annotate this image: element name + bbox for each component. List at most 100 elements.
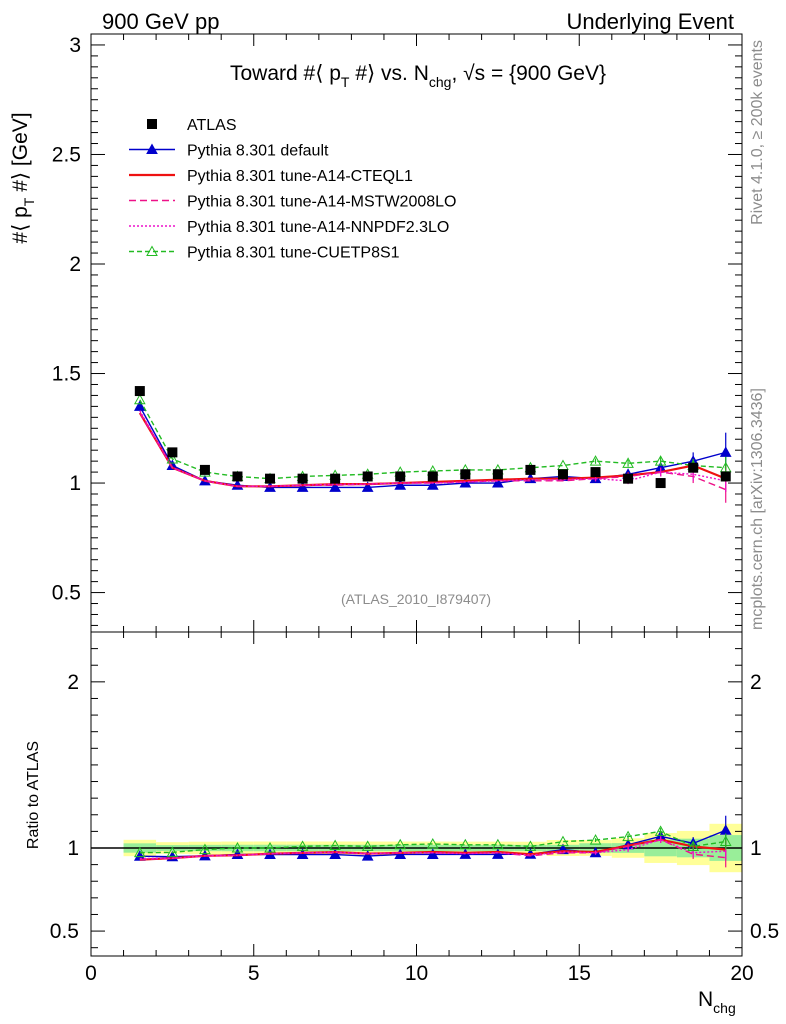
- ratio-point: [557, 835, 569, 847]
- ratio-point: [133, 850, 146, 861]
- legend-marker-4: [146, 245, 158, 256]
- ratio-panel: [91, 815, 742, 873]
- y-tick-label: 1.5: [52, 363, 81, 386]
- y-tick-label: 3: [69, 34, 81, 57]
- mcplots-label: mcplots.cern.ch [arXiv:1306.3436]: [749, 388, 766, 630]
- data-point: [330, 473, 341, 484]
- data-point: [688, 462, 699, 473]
- data-point: [199, 464, 210, 475]
- y-tick-label: 2.5: [52, 143, 81, 166]
- legend-label-3: Pythia 8.301 tune-A14-NNPDF2.3LO: [187, 219, 449, 236]
- y-axis-label: #⟨ pT #⟩ [GeV]: [9, 112, 37, 243]
- data-point: [492, 469, 503, 480]
- xlabel-part-a: N: [698, 988, 713, 1011]
- header-right: Underlying Event: [566, 9, 734, 34]
- series-point: [622, 457, 634, 468]
- series-point: [361, 481, 374, 492]
- ratio-tick-label-left: 2: [67, 671, 79, 694]
- rivet-label: Rivet 4.1.0, ≥ 200k events: [749, 40, 766, 225]
- data-point: [395, 471, 406, 482]
- ratio-tick-label-right: 2: [750, 671, 762, 694]
- ratio-point: [622, 830, 634, 842]
- ratio-point: [426, 837, 439, 849]
- title-part-d: chg: [429, 74, 452, 90]
- series-point: [426, 479, 439, 490]
- y-tick-label: 0.5: [52, 582, 81, 605]
- header-left: 900 GeV pp: [102, 9, 219, 34]
- data-point: [557, 469, 568, 480]
- ratio-point: [329, 848, 341, 860]
- series-point: [589, 455, 602, 466]
- ratio-tick-label-left: 0.5: [50, 920, 79, 943]
- series-point: [654, 455, 667, 466]
- y-tick-label: 2: [69, 253, 81, 276]
- ratio-point: [361, 840, 374, 851]
- x-tick-label: 0: [85, 962, 97, 985]
- series-point: [166, 452, 179, 464]
- ratio-tick-label-right: 0.5: [750, 920, 779, 943]
- legend-marker-0: [146, 143, 158, 154]
- ratio-point: [231, 841, 244, 853]
- legend-label-2: Pythia 8.301 tune-A14-MSTW2008LO: [187, 194, 456, 211]
- x-tick-label: 5: [248, 962, 260, 985]
- legend-label-0: Pythia 8.301 default: [187, 143, 329, 160]
- axes: 0 5 10 15 20 0.5 1 1.5 2 2.5 3 0.5 0.5 1 1 2 2: [50, 33, 779, 985]
- legend: ATLAS Pythia 8.301 default Pythia 8.301 tu…: [129, 117, 456, 262]
- ratio-point: [589, 834, 602, 845]
- data-point: [525, 464, 536, 475]
- title-part-b: T: [341, 74, 350, 90]
- data-point: [134, 386, 145, 397]
- ratio-point: [133, 846, 146, 858]
- data-point: [590, 467, 601, 478]
- ratio-tick-label-right: 1: [750, 837, 762, 860]
- x-tick-label: 20: [730, 962, 753, 985]
- data-point: [167, 447, 178, 458]
- ratio-point: [654, 825, 667, 836]
- data-point: [655, 478, 666, 489]
- y-tick-label: 1: [69, 472, 81, 495]
- title-part-e: , √s = {900 GeV}: [451, 62, 606, 85]
- ratio-y-axis-label: Ratio to ATLAS: [25, 741, 42, 849]
- ylabel-part-a: #⟨ p: [9, 206, 32, 243]
- ratio-point: [264, 841, 276, 853]
- title-part-c: #⟩ vs. N: [349, 62, 428, 85]
- series-line-4: [139, 399, 726, 480]
- ratio-point: [524, 840, 537, 851]
- series-point: [329, 481, 341, 492]
- series-point: [719, 446, 732, 457]
- upper-panel: [133, 386, 732, 503]
- legend-label-4: Pythia 8.301 tune-CUETP8S1: [187, 245, 400, 262]
- ratio-point: [459, 838, 472, 850]
- series-point: [296, 481, 309, 492]
- series-point: [133, 393, 146, 405]
- ratio-point: [492, 848, 504, 859]
- data-point: [427, 471, 438, 482]
- ratio-point: [394, 838, 407, 850]
- title-part-a: Toward #⟨ p: [230, 62, 341, 85]
- ratio-point: [687, 840, 700, 851]
- data-point: [623, 473, 634, 484]
- ratio-point: [329, 839, 341, 851]
- x-tick-label: 10: [405, 962, 428, 985]
- ratio-frame: [90, 631, 743, 957]
- ratio-point: [426, 848, 439, 859]
- chart-title: Toward #⟨ pT #⟩ vs. Nchg, √s = {900 GeV}: [230, 62, 606, 90]
- ratio-point: [199, 843, 211, 855]
- data-point: [265, 473, 276, 484]
- ratio-point: [361, 850, 374, 861]
- x-axis-label: Nchg: [698, 988, 736, 1016]
- data-point: [297, 473, 308, 484]
- ratio-point: [296, 840, 309, 851]
- ratio-point: [719, 835, 732, 847]
- data-point: [232, 471, 243, 482]
- ratio-tick-label-left: 1: [67, 837, 79, 860]
- ylabel-part-c: #⟩ [GeV]: [9, 112, 32, 197]
- series-point: [133, 400, 146, 411]
- ratio-point: [492, 838, 504, 850]
- data-point: [362, 471, 373, 482]
- analysis-tag: (ATLAS_2010_I879407): [341, 591, 491, 607]
- series-point: [492, 477, 504, 488]
- data-point: [720, 471, 731, 482]
- legend-label-atlas: ATLAS: [187, 117, 237, 134]
